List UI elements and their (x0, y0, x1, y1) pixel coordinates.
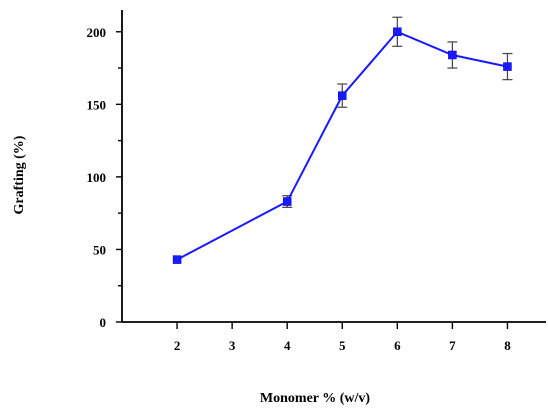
y-axis-title: Grafting (%) (12, 135, 27, 214)
x-tick-label-3: 3 (229, 338, 236, 353)
x-tick-label-5: 5 (339, 338, 346, 353)
data-point-7 (448, 50, 457, 60)
x-tick-label-2: 2 (174, 338, 181, 353)
y-tick-label-150: 150 (87, 97, 107, 112)
axes (121, 10, 546, 323)
data-markers (172, 27, 512, 264)
data-point-6 (393, 27, 402, 37)
x-tick-label-8: 8 (504, 338, 511, 353)
ticks: 0 50 100 150 200 2 3 4 5 6 7 8 (87, 25, 512, 353)
x-tick-label-6: 6 (394, 338, 401, 353)
y-tick-label-50: 50 (93, 242, 106, 257)
series-line (176, 30, 508, 261)
y-tick-label-0: 0 (100, 315, 107, 330)
error-bars (282, 16, 513, 208)
y-tick-label-100: 100 (87, 170, 107, 185)
data-point-2 (172, 255, 182, 264)
x-tick-label-7: 7 (449, 338, 456, 353)
data-point-5 (338, 91, 347, 100)
x-axis-title: Monomer % (w/v) (260, 391, 370, 406)
y-tick-label-200: 200 (87, 25, 107, 40)
x-tick-label-4: 4 (284, 338, 291, 353)
data-point-8 (503, 62, 512, 71)
data-point-4 (282, 197, 292, 206)
